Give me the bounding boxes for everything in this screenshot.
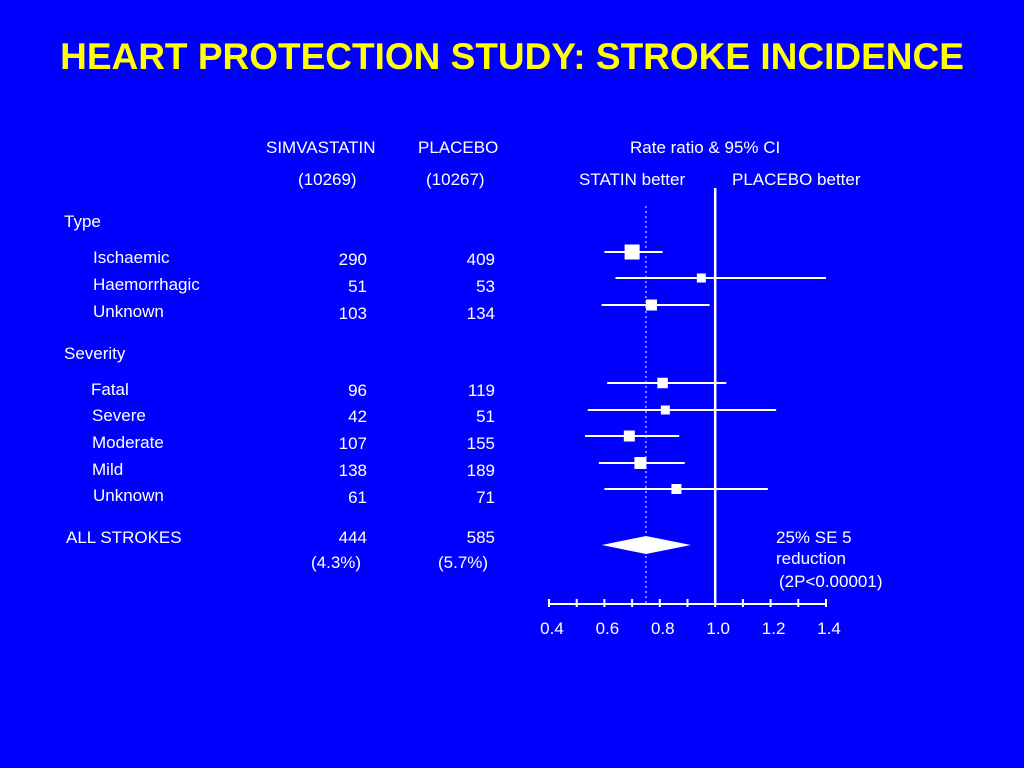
simva-count: 61: [348, 488, 367, 507]
simva-count: 138: [338, 461, 367, 480]
x-tick-label: 0.6: [596, 619, 620, 638]
row-label: Fatal: [91, 380, 129, 399]
placebo-count: 409: [466, 250, 495, 269]
estimate-square: [671, 484, 682, 494]
placebo-count: 71: [476, 488, 495, 507]
simva-count: 51: [348, 277, 367, 296]
all-strokes-simva: 444: [338, 528, 367, 547]
row-label: Unknown: [93, 302, 164, 321]
all-strokes-placebo: 585: [466, 528, 495, 547]
estimate-square: [634, 457, 647, 469]
estimate-square: [657, 377, 668, 389]
x-tick-label: 1.4: [817, 619, 841, 638]
all-strokes-label: ALL STROKES: [66, 528, 182, 547]
row-label: Mild: [92, 460, 124, 479]
simva-count: 96: [348, 381, 367, 400]
placebo-count: 134: [466, 304, 495, 323]
all-strokes-simva-pct: (4.3%): [311, 553, 362, 572]
placebo-count: 53: [476, 277, 495, 296]
result-line-2: reduction: [776, 549, 846, 568]
row-label: Moderate: [92, 433, 164, 452]
row-label: Severe: [92, 406, 146, 425]
rate-ratio-header: Rate ratio & 95% CI: [630, 138, 781, 157]
result-line-3: (2P<0.00001): [779, 572, 883, 591]
simva-count: 42: [348, 407, 367, 426]
estimate-square: [645, 299, 657, 311]
simva-count: 107: [338, 434, 367, 453]
row-label: Haemorrhagic: [93, 275, 200, 294]
simvastatin-header: SIMVASTATIN: [266, 138, 376, 157]
placebo-count: 119: [467, 381, 495, 400]
placebo-count: 51: [476, 407, 495, 426]
page-title: HEART PROTECTION STUDY: STROKE INCIDENCE: [60, 36, 964, 77]
all-strokes-placebo-pct: (5.7%): [438, 553, 489, 572]
simva-count: 290: [338, 250, 367, 269]
section-type: Type: [64, 212, 101, 231]
placebo-n: (10267): [426, 170, 485, 189]
estimate-square: [660, 405, 670, 415]
simvastatin-n: (10269): [298, 170, 357, 189]
row-label: Unknown: [93, 486, 164, 505]
estimate-square: [623, 430, 635, 442]
placebo-count: 155: [466, 434, 495, 453]
x-tick-label: 0.4: [540, 619, 564, 638]
x-tick-label: 0.8: [651, 619, 675, 638]
placebo-count: 189: [466, 461, 495, 480]
result-line-1: 25% SE 5: [776, 528, 852, 547]
simva-count: 103: [338, 304, 367, 323]
estimate-square: [624, 244, 640, 260]
statin-better-label: STATIN better: [579, 170, 686, 189]
placebo-better-label: PLACEBO better: [732, 170, 861, 189]
row-label: Ischaemic: [93, 248, 170, 267]
x-tick-label: 1.0: [706, 619, 730, 638]
placebo-header: PLACEBO: [418, 138, 499, 157]
estimate-square: [696, 273, 706, 283]
overall-diamond: [601, 536, 691, 554]
x-tick-label: 1.2: [762, 619, 786, 638]
section-severity: Severity: [64, 344, 126, 363]
